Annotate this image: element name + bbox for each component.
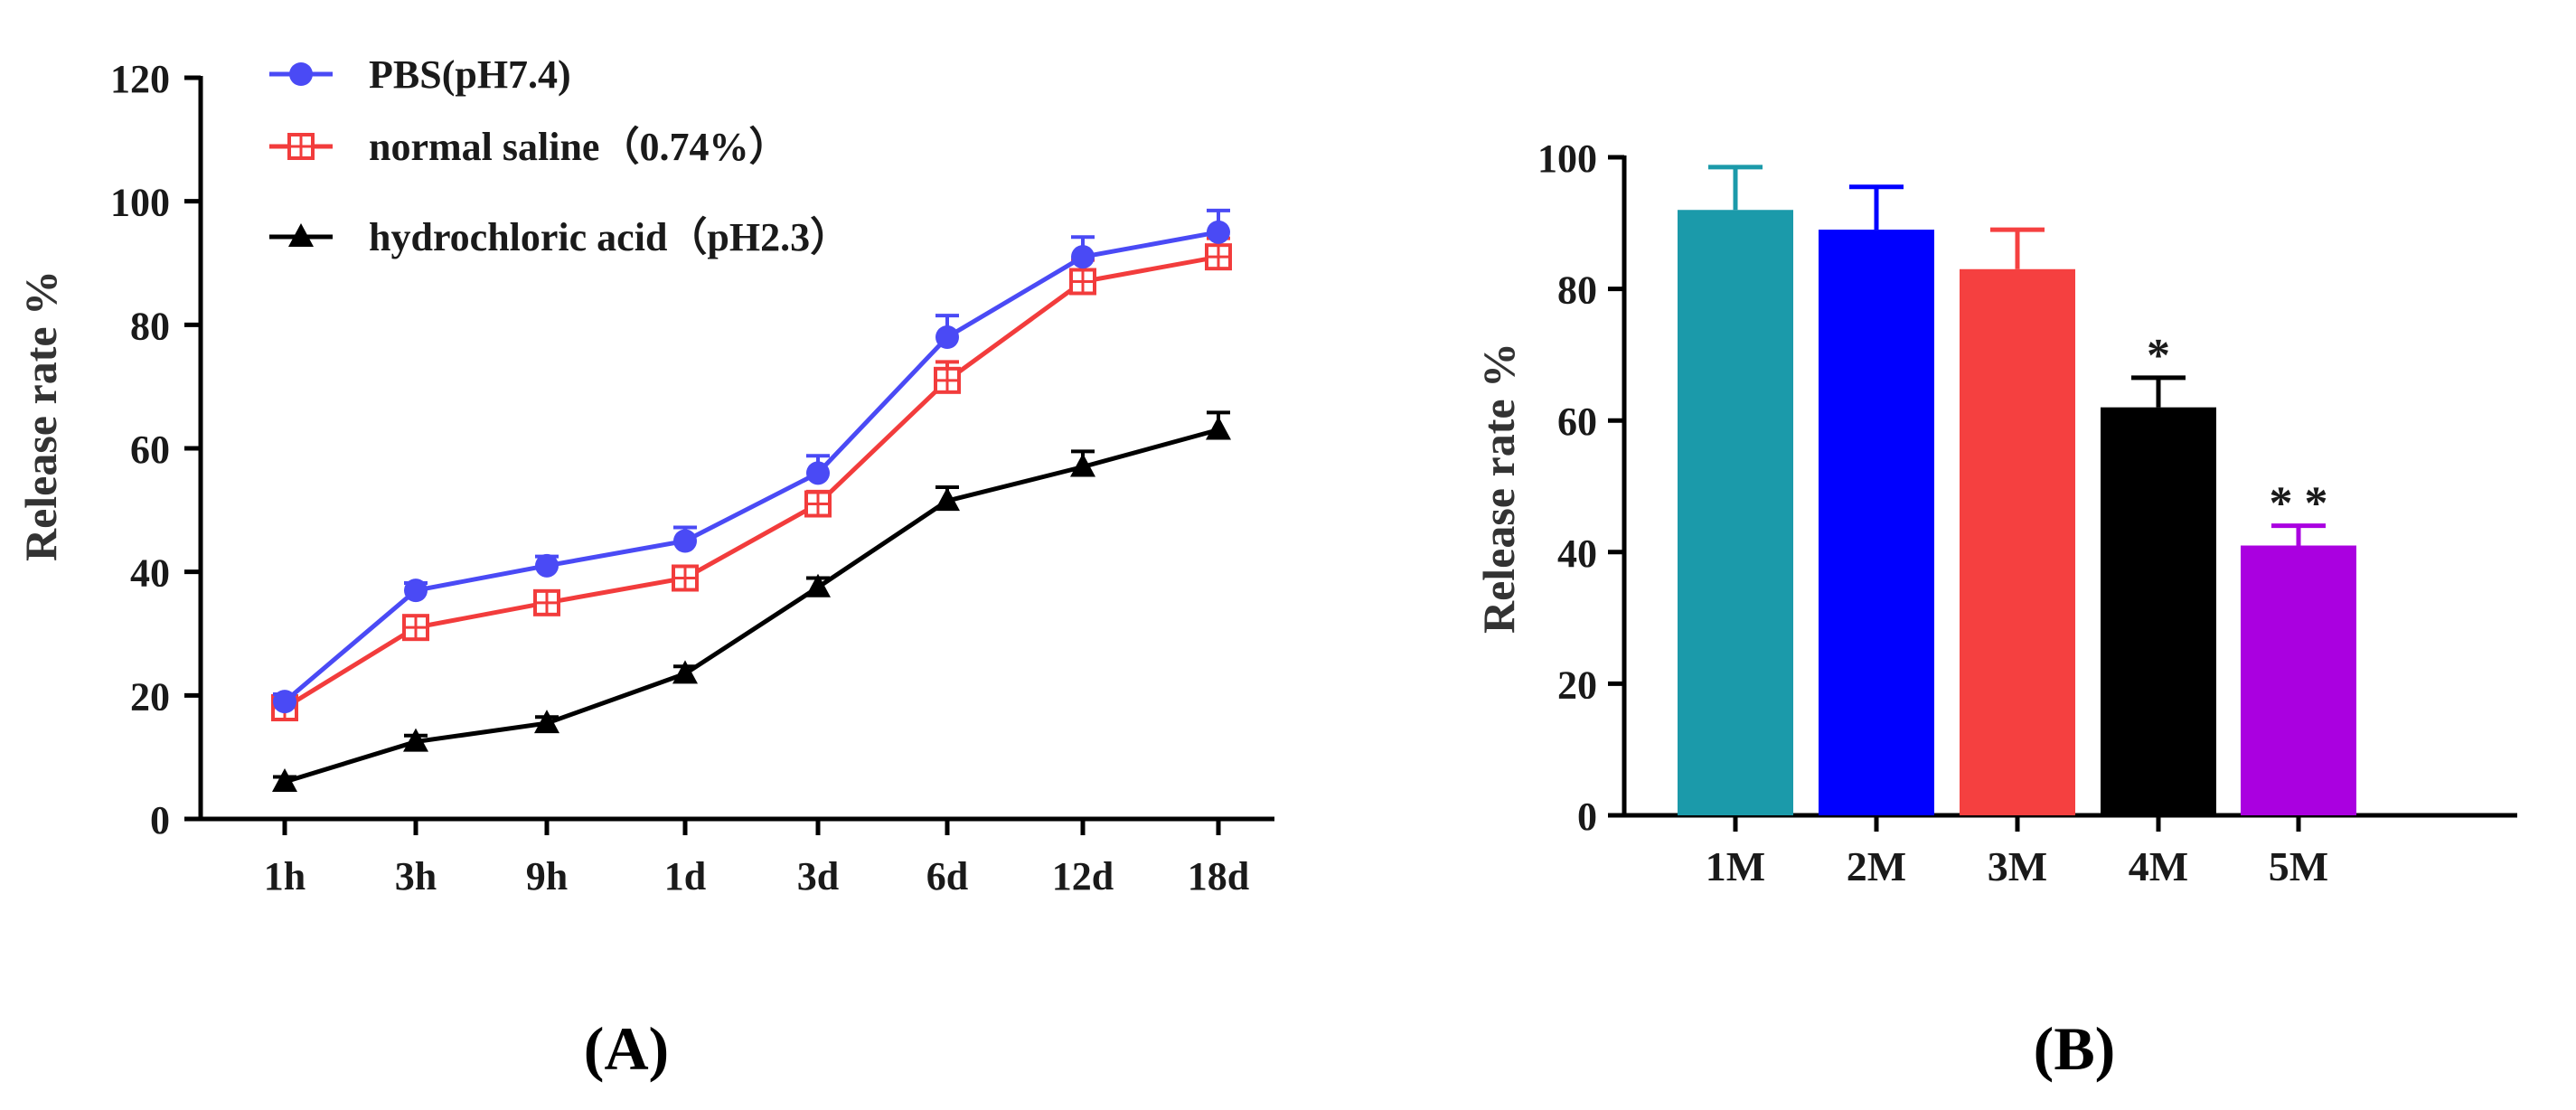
- legend-marker-0: [289, 62, 313, 86]
- chart-a-x-tick-label: 1d: [664, 854, 706, 898]
- chart-a-series-line: [283, 230, 1219, 704]
- chart-a-data-point: [935, 487, 960, 512]
- chart-a-y-tick-label: 40: [130, 551, 170, 596]
- chart-a-series-1: [271, 236, 1232, 721]
- chart-b-y-tick-label: 0: [1577, 795, 1597, 839]
- chart-a-y-axis-label: Release rate %: [15, 270, 66, 561]
- chart-b-x-tick-label: 1M: [1706, 843, 1765, 889]
- legend-marker-2: [288, 223, 314, 247]
- chart-a-y-tick-label: 20: [130, 674, 170, 719]
- chart-a-data-point: [404, 579, 428, 603]
- chart-b-y-axis-label: Release rate %: [1473, 343, 1524, 634]
- chart-b-bars: * * *: [1678, 165, 2356, 816]
- chart-b-bar: [1960, 268, 2075, 815]
- chart-a-y-tick-label: 100: [110, 181, 170, 225]
- chart-b-y-tick-label: 80: [1557, 268, 1597, 313]
- chart-b-x-ticks: 1M 2M 3M 4M 5M: [1706, 815, 2328, 889]
- chart-a-data-point: [1207, 220, 1230, 244]
- chart-a-x-tick-label: 9h: [526, 854, 568, 898]
- chart-b-bar: [2241, 545, 2356, 815]
- chart-b-y-tick-label: 20: [1557, 663, 1597, 707]
- chart-b-panel-label: (B): [2034, 1014, 2116, 1083]
- chart-a-y-tick-label: 60: [130, 428, 170, 472]
- legend-label-1: normal saline（0.74%）: [369, 125, 788, 169]
- chart-b-bar: [1819, 230, 1934, 815]
- chart-a-data-point: [1206, 416, 1231, 440]
- chart-a-data-point: [403, 728, 428, 752]
- chart-a-panel-label: (A): [584, 1014, 669, 1083]
- chart-a-y-tick-label: 120: [110, 57, 170, 101]
- chart-a-x-ticks: 1h 3h 9h 1d 3d 6d 12d 18d: [264, 819, 1249, 898]
- line-chart-panel-a: 0 20 40 60 80 100 120 1h 3h 9h 1d 3d 6d 12d 18d PBS(p…: [15, 52, 1274, 1083]
- chart-b-y-tick-label: 60: [1557, 400, 1597, 444]
- chart-a-data-point: [672, 660, 698, 684]
- chart-b-x-tick-label: 3M: [1988, 843, 2047, 889]
- chart-a-data-point: [273, 690, 296, 714]
- chart-b-x-tick-label: 5M: [2269, 843, 2328, 889]
- chart-a-data-point: [272, 768, 297, 792]
- chart-a-series-2: [272, 410, 1231, 792]
- chart-a-y-ticks: 0 20 40 60 80 100 120: [110, 57, 201, 842]
- chart-a-x-tick-label: 6d: [926, 854, 968, 898]
- chart-b-significance-label: * *: [2270, 478, 2328, 530]
- chart-b-y-ticks: 0 20 40 60 80 100: [1537, 136, 1624, 839]
- chart-a-legend: PBS(pH7.4) normal saline（0.74%） hydrochlor…: [269, 52, 850, 259]
- chart-b-x-tick-label: 2M: [1847, 843, 1906, 889]
- chart-a-y-tick-label: 0: [150, 798, 170, 842]
- chart-a-series-0: [273, 208, 1230, 714]
- legend-label-0: PBS(pH7.4): [369, 52, 571, 97]
- chart-a-y-tick-label: 80: [130, 304, 170, 348]
- chart-a-data-point: [935, 325, 959, 349]
- chart-a-data-point: [1070, 453, 1095, 477]
- chart-b-y-tick-label: 100: [1537, 136, 1597, 181]
- chart-a-data-point: [534, 710, 559, 734]
- chart-a-axes: [198, 76, 1274, 822]
- chart-b-bar: [1678, 210, 1793, 816]
- chart-b-bar: [2101, 407, 2216, 815]
- chart-b-x-tick-label: 4M: [2129, 843, 2188, 889]
- chart-a-data-point: [1071, 245, 1095, 269]
- chart-a-data-point: [535, 553, 559, 578]
- chart-a-x-tick-label: 3d: [797, 854, 839, 898]
- legend-label-2: hydrochloric acid（pH2.3）: [369, 215, 850, 259]
- chart-a-data-point: [673, 529, 697, 553]
- chart-b-significance-label: *: [2147, 330, 2170, 381]
- chart-a-series-line: [283, 254, 1219, 710]
- bar-chart-panel-b: 0 20 40 60 80 100 * * * 1M 2M 3M 4M 5M Release rat…: [1473, 136, 2517, 1083]
- chart-a-x-tick-label: 18d: [1188, 854, 1249, 898]
- chart-a-x-tick-label: 12d: [1052, 854, 1114, 898]
- chart-a-data-point: [806, 461, 830, 485]
- chart-a-x-tick-label: 1h: [264, 854, 306, 898]
- chart-a-data-point: [805, 573, 831, 597]
- chart-b-y-tick-label: 40: [1557, 531, 1597, 576]
- chart-a-series: [271, 208, 1232, 792]
- chart-a-series-line: [284, 428, 1219, 785]
- chart-a-x-tick-label: 3h: [395, 854, 437, 898]
